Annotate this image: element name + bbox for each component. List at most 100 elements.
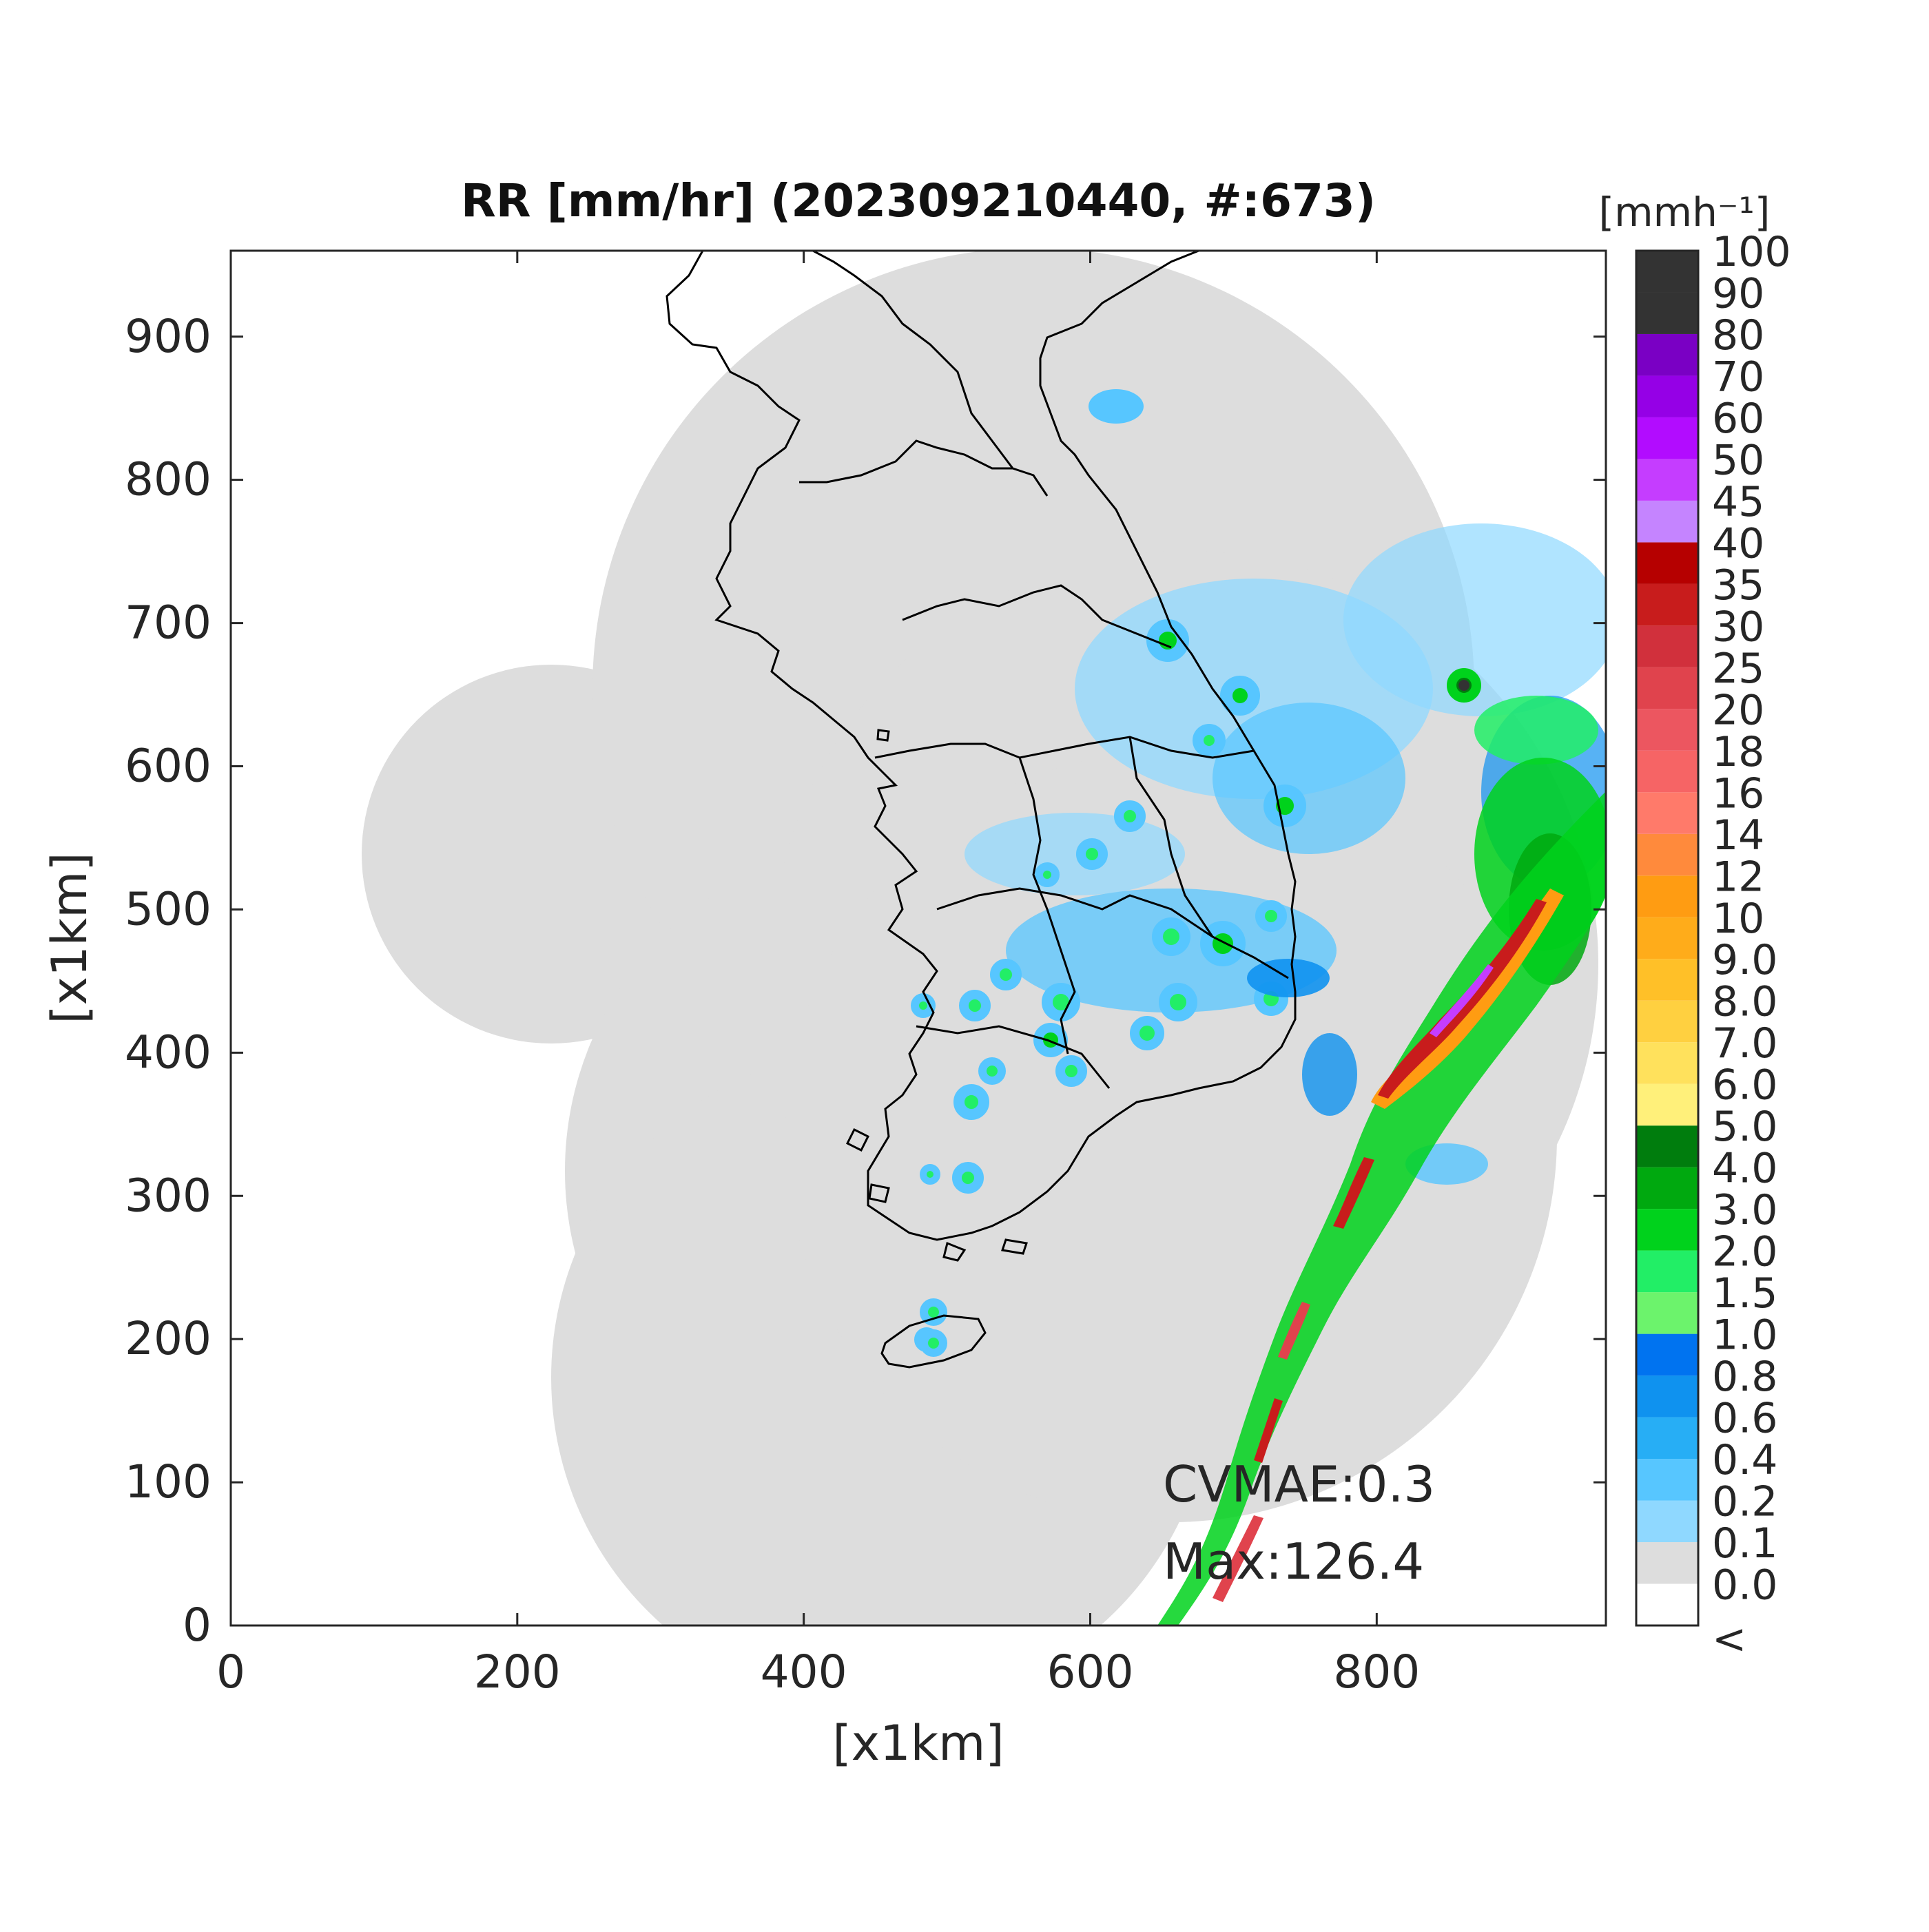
annotation-cvmae: CVMAE:0.3 xyxy=(1163,1455,1435,1513)
y-tick-label: 700 xyxy=(125,596,212,650)
rain-cell xyxy=(1263,785,1306,827)
boundary-line xyxy=(902,584,1172,649)
island-outline xyxy=(868,1183,890,1203)
colorbar-segment xyxy=(1636,1250,1698,1293)
x-tick-label: 800 xyxy=(1333,1645,1420,1699)
squall-line-core-purple xyxy=(1430,964,1494,1037)
colorbar-label: 16 xyxy=(1712,769,1764,818)
plot-frame xyxy=(229,249,1607,1627)
colorbar-label: 6.0 xyxy=(1712,1061,1777,1110)
colorbar-label: 0.1 xyxy=(1712,1519,1777,1568)
squall-line-core-red xyxy=(1278,1302,1310,1360)
colorbar-segment xyxy=(1636,333,1698,376)
x-tick-label: 600 xyxy=(1047,1645,1134,1699)
colorbar-label: 5.0 xyxy=(1712,1103,1777,1151)
colorbar-segment xyxy=(1636,1000,1698,1043)
colorbar-segment xyxy=(1636,292,1698,334)
colorbar-segment xyxy=(1636,500,1698,543)
coastline-peninsula xyxy=(666,251,1297,1241)
colorbar-segment xyxy=(1636,1209,1698,1251)
rain-cell xyxy=(1220,676,1260,716)
colorbar-label: 25 xyxy=(1712,645,1764,693)
boundary-line xyxy=(936,887,1289,979)
colorbar-label: 80 xyxy=(1712,311,1764,360)
rain-cell xyxy=(1255,900,1287,932)
jeju-island-outline xyxy=(880,1314,987,1369)
colorbar-segment xyxy=(1636,1292,1698,1334)
colorbar-segment xyxy=(1636,709,1698,751)
boundary-line xyxy=(812,251,1049,497)
rain-area-light xyxy=(964,813,1185,895)
rain-cell xyxy=(1200,921,1246,966)
colorbar-label: 12 xyxy=(1712,853,1764,901)
colorbar-frame xyxy=(1635,249,1700,1627)
x-axis: 0 200 400 600 800 xyxy=(216,251,1420,1699)
rain-cell xyxy=(1159,983,1197,1021)
y-tick-label: 400 xyxy=(125,1026,212,1079)
colorbar-label: 35 xyxy=(1712,561,1764,610)
island-outline xyxy=(845,1128,870,1152)
island-outline xyxy=(1001,1238,1028,1255)
colorbar-label: 0.2 xyxy=(1712,1478,1777,1526)
colorbar-label: 1.5 xyxy=(1712,1269,1777,1318)
squall-line-core-red xyxy=(1254,1398,1283,1463)
annotation-max: Max:126.4 xyxy=(1163,1533,1424,1590)
colorbar: 0.00.10.20.40.60.81.01.52.03.04.05.06.07… xyxy=(1635,228,1791,1663)
rain-cell xyxy=(1033,1023,1068,1057)
colorbar-segment xyxy=(1636,833,1698,876)
colorbar-segment xyxy=(1636,959,1698,1001)
island-outline xyxy=(942,1241,967,1262)
colorbar-segment xyxy=(1636,1417,1698,1460)
rain-cell xyxy=(978,1057,1006,1085)
y-tick-label: 600 xyxy=(125,740,212,793)
rain-area-moderate xyxy=(1302,1033,1357,1116)
y-axis-label: [x1km] xyxy=(41,852,98,1024)
colorbar-segment xyxy=(1636,1542,1698,1584)
colorbar-unit: [mmh⁻¹] xyxy=(1599,189,1771,236)
coverage-circle xyxy=(785,751,1557,1522)
colorbar-segment xyxy=(1636,917,1698,959)
boundary-line xyxy=(916,1025,1111,1089)
colorbar-label: 60 xyxy=(1712,395,1764,443)
colorbar-segment xyxy=(1636,1333,1698,1376)
colorbar-label: 0.6 xyxy=(1712,1395,1777,1443)
rain-area-moderate xyxy=(1213,703,1405,854)
rain-cell xyxy=(959,990,991,1021)
colorbar-label: 90 xyxy=(1712,269,1764,318)
y-tick-label: 0 xyxy=(183,1599,212,1652)
colorbar-label: 70 xyxy=(1712,353,1764,401)
colorbar-segment xyxy=(1636,667,1698,709)
boundary-line xyxy=(1128,736,1214,937)
colorbar-label: 40 xyxy=(1712,519,1764,568)
colorbar-label: 7.0 xyxy=(1712,1019,1777,1068)
rain-cell xyxy=(1130,1016,1164,1050)
colorbar-label: 3.0 xyxy=(1712,1186,1777,1234)
colorbar-label: 100 xyxy=(1712,228,1791,276)
colorbar-segment xyxy=(1636,1167,1698,1209)
colorbar-segment xyxy=(1636,251,1698,293)
colorbar-label: 0.0 xyxy=(1712,1561,1777,1610)
colorbar-label: 30 xyxy=(1712,603,1764,651)
colorbar-label: 1.0 xyxy=(1712,1311,1777,1360)
rain-cell xyxy=(1035,862,1060,887)
y-axis: 0 100 200 300 400 500 600 700 800 900 xyxy=(125,310,1606,1652)
rain-cell xyxy=(1042,983,1080,1021)
rain-area-green xyxy=(1474,696,1598,765)
colorbar-label: 9.0 xyxy=(1712,936,1777,984)
y-tick-label: 900 xyxy=(125,310,212,363)
colorbar-label: 8.0 xyxy=(1712,978,1777,1026)
y-tick-label: 200 xyxy=(125,1312,212,1365)
colorbar-segment xyxy=(1636,1125,1698,1167)
rain-cell-jeju xyxy=(920,1329,947,1357)
x-tick-label: 0 xyxy=(216,1645,245,1699)
colorbar-label: 18 xyxy=(1712,728,1764,776)
colorbar-segment xyxy=(1636,1583,1698,1625)
y-tick-label: 100 xyxy=(125,1455,212,1508)
island-outline xyxy=(876,729,890,742)
y-tick-label: 300 xyxy=(125,1169,212,1222)
colorbar-segment xyxy=(1636,1083,1698,1126)
y-tick-label: 800 xyxy=(125,453,212,506)
precipitation-field xyxy=(911,389,1606,1625)
rain-cell xyxy=(952,1162,984,1194)
